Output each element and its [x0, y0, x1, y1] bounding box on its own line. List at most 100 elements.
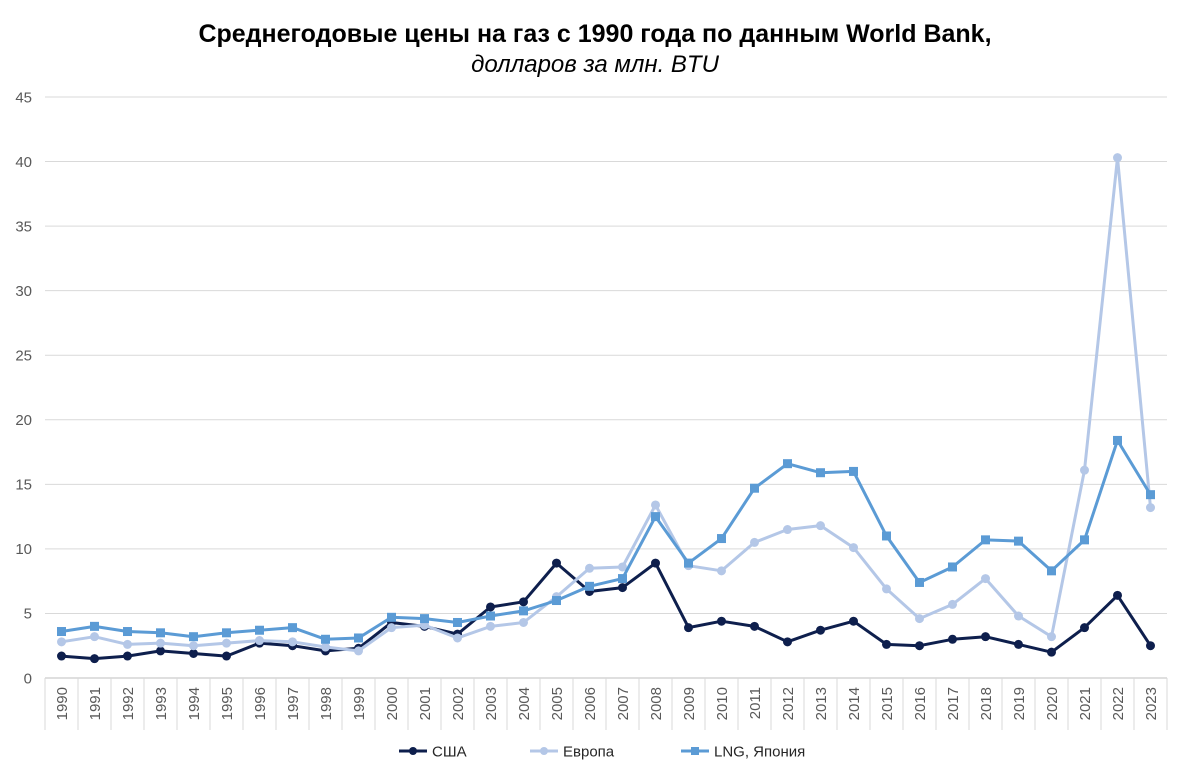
legend: США Европа LNG, Япония — [399, 743, 805, 760]
data-point — [585, 563, 594, 573]
legend-label: Европа — [563, 743, 615, 760]
x-tick-label: 1992 — [120, 687, 137, 720]
y-tick-label: 30 — [15, 283, 32, 300]
series-3 — [57, 435, 1155, 644]
x-tick-label: 2022 — [1110, 687, 1127, 720]
data-point — [915, 614, 924, 624]
data-point — [222, 638, 231, 648]
data-point — [486, 621, 495, 631]
x-tick-label: 1990 — [54, 687, 71, 720]
y-tick-label: 0 — [24, 670, 32, 687]
data-point — [453, 617, 462, 627]
data-point — [156, 628, 165, 638]
legend-marker — [691, 747, 699, 755]
data-point — [750, 621, 759, 631]
x-tick-label: 2019 — [1011, 687, 1028, 720]
series-group — [57, 153, 1155, 664]
legend-item: США — [399, 743, 467, 760]
data-point — [387, 612, 396, 622]
data-point — [816, 521, 825, 531]
data-point — [948, 599, 957, 609]
data-point — [783, 637, 792, 647]
data-point — [1113, 153, 1122, 163]
x-tick-label: 1995 — [219, 687, 236, 720]
legend-item: Европа — [530, 743, 615, 760]
data-point — [750, 483, 759, 493]
x-tick-label: 2017 — [945, 687, 962, 720]
data-point — [1146, 490, 1155, 500]
legend-label: США — [432, 743, 467, 760]
data-point — [519, 606, 528, 616]
x-tick-label: 2008 — [648, 687, 665, 720]
x-tick-label: 2013 — [813, 687, 830, 720]
x-tick-label: 2009 — [681, 687, 698, 720]
series-line — [60, 156, 1152, 653]
data-point — [288, 623, 297, 633]
x-tick-label: 1996 — [252, 687, 269, 720]
data-point — [651, 558, 660, 568]
data-point — [321, 634, 330, 644]
data-point — [981, 535, 990, 545]
x-tick-label: 2003 — [483, 687, 500, 720]
x-tick-label: 2006 — [582, 687, 599, 720]
y-tick-label: 40 — [15, 154, 32, 171]
data-point — [717, 616, 726, 626]
data-point — [618, 583, 627, 593]
data-point — [585, 581, 594, 591]
data-point — [321, 642, 330, 652]
x-tick-label: 2023 — [1143, 687, 1160, 720]
x-tick-label: 2016 — [912, 687, 929, 720]
data-point — [1014, 536, 1023, 546]
data-point — [882, 639, 891, 649]
data-point — [1146, 503, 1155, 513]
data-point — [783, 525, 792, 535]
data-point — [816, 625, 825, 635]
data-point — [453, 633, 462, 643]
y-tick-label: 15 — [15, 477, 32, 494]
series-line — [60, 561, 1152, 661]
x-tick-label: 2014 — [846, 687, 863, 720]
y-tick-label: 25 — [15, 347, 32, 364]
data-point — [1146, 641, 1155, 651]
y-tick-label: 10 — [15, 541, 32, 558]
x-tick-label: 2007 — [615, 687, 632, 720]
data-point — [849, 466, 858, 476]
data-point — [882, 584, 891, 594]
data-point — [486, 602, 495, 612]
data-point — [156, 646, 165, 656]
data-point — [1014, 639, 1023, 649]
data-point — [816, 468, 825, 478]
chart-subtitle: долларов за млн. BTU — [471, 51, 719, 78]
data-point — [981, 574, 990, 584]
x-tick-label: 2004 — [516, 687, 533, 720]
data-point — [486, 611, 495, 621]
gridlines — [45, 96, 1167, 679]
x-tick-label: 2002 — [450, 687, 467, 720]
x-tick-label: 2018 — [978, 687, 995, 720]
y-tick-label: 35 — [15, 218, 32, 235]
x-tick-label: 2010 — [714, 687, 731, 720]
data-point — [519, 597, 528, 607]
legend-marker — [409, 747, 417, 755]
data-point — [90, 654, 99, 664]
series-2 — [57, 153, 1155, 656]
data-point — [1047, 647, 1056, 657]
data-point — [1047, 632, 1056, 642]
data-point — [651, 500, 660, 510]
data-point — [1080, 535, 1089, 545]
data-point — [288, 637, 297, 647]
data-point — [90, 632, 99, 642]
data-point — [651, 512, 660, 522]
data-point — [783, 459, 792, 469]
data-point — [1080, 465, 1089, 475]
legend-label: LNG, Япония — [714, 743, 805, 760]
data-point — [156, 638, 165, 648]
chart-title: Среднегодовые цены на газ с 1990 года по… — [198, 20, 991, 48]
data-point — [222, 628, 231, 638]
data-point — [255, 625, 264, 635]
x-tick-label: 2012 — [780, 687, 797, 720]
axes: 0 5 10 15 20 25 30 35 40 45 1990 1991 1992 1993 1994 19… — [15, 89, 1168, 730]
x-tick-label: 2020 — [1044, 687, 1061, 720]
x-tick-label: 1999 — [351, 687, 368, 720]
